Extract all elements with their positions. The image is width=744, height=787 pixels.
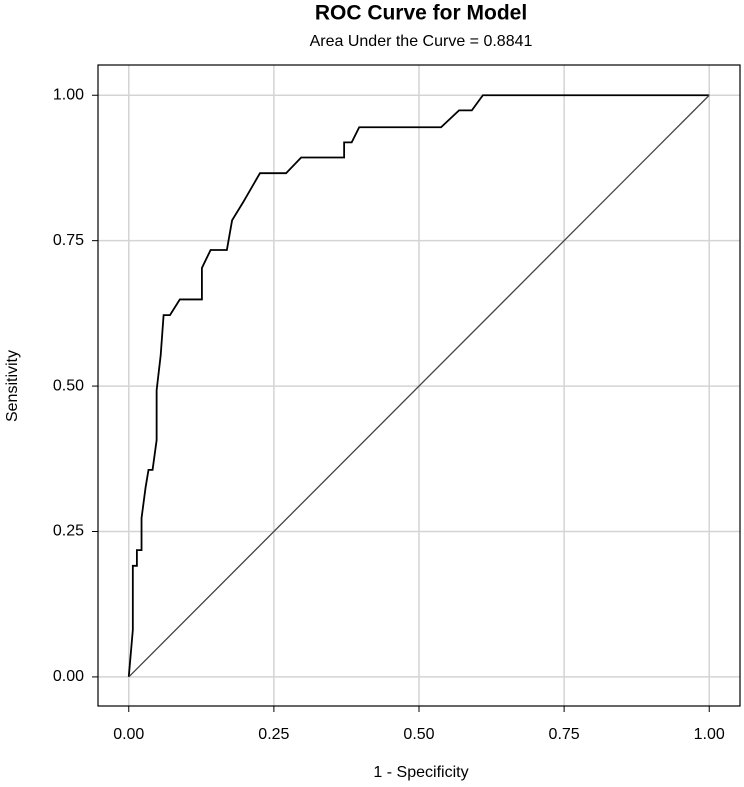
y-tick-label: 0.25: [53, 523, 84, 540]
x-tick-label: 0.25: [258, 726, 289, 743]
y-axis-label: Sensitivity: [4, 350, 21, 422]
x-tick-label: 0.75: [549, 726, 580, 743]
y-tick-label: 0.50: [53, 377, 84, 394]
reference-line: [128, 94, 710, 678]
y-tick-label: 1.00: [53, 86, 84, 103]
x-tick-label: 0.50: [403, 726, 434, 743]
plot-frame: [97, 64, 741, 707]
roc-curve: [127, 94, 710, 677]
chart-title: ROC Curve for Model: [315, 2, 527, 25]
y-tick-label: 0.00: [53, 668, 84, 685]
y-tick-label: 0.75: [53, 232, 84, 249]
x-axis-label: 1 - Specificity: [373, 764, 468, 781]
x-tick-label: 1.00: [694, 726, 725, 743]
chart-subtitle: Area Under the Curve = 0.8841: [310, 33, 533, 50]
x-tick-label: 0.00: [113, 726, 144, 743]
